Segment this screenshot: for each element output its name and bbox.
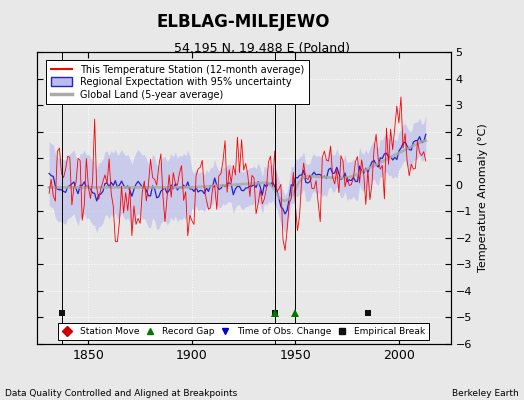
Text: Berkeley Earth: Berkeley Earth bbox=[452, 389, 519, 398]
Title: ELBLAG-MILEJEWO: ELBLAG-MILEJEWO bbox=[157, 13, 331, 31]
Text: Data Quality Controlled and Aligned at Breakpoints: Data Quality Controlled and Aligned at B… bbox=[5, 389, 237, 398]
Text: 54.195 N, 19.488 E (Poland): 54.195 N, 19.488 E (Poland) bbox=[174, 42, 350, 55]
Y-axis label: Temperature Anomaly (°C): Temperature Anomaly (°C) bbox=[477, 124, 487, 272]
Legend: Station Move, Record Gap, Time of Obs. Change, Empirical Break: Station Move, Record Gap, Time of Obs. C… bbox=[58, 324, 429, 340]
